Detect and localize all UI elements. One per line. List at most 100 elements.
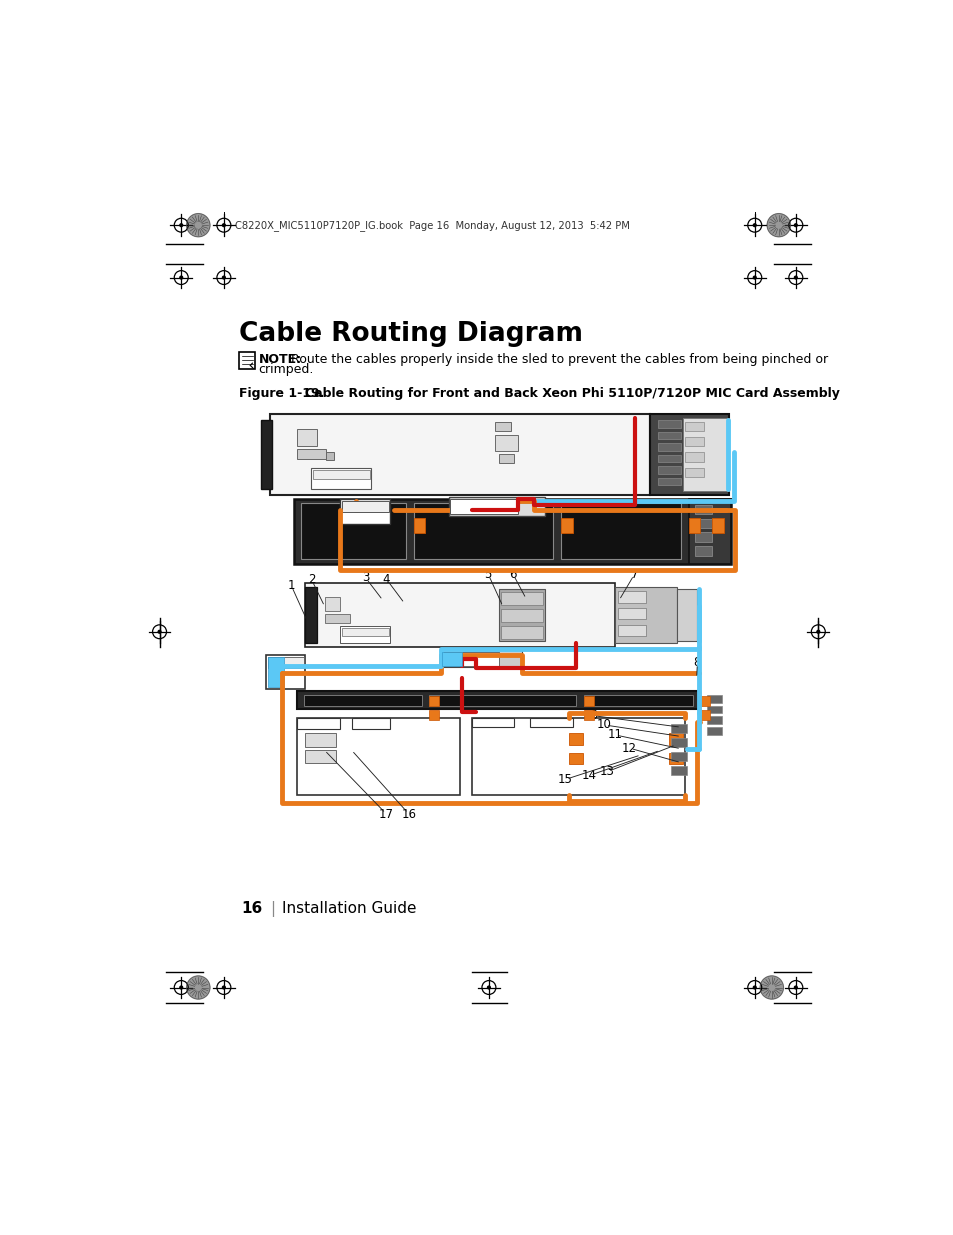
Bar bbox=[583, 695, 692, 705]
Circle shape bbox=[753, 224, 756, 226]
Bar bbox=[695, 546, 711, 556]
Bar bbox=[297, 450, 326, 458]
Text: Route the cables properly inside the sled to prevent the cables from being pinch: Route the cables properly inside the sle… bbox=[286, 353, 827, 366]
Bar bbox=[495, 421, 510, 431]
Bar bbox=[568, 752, 582, 764]
Bar bbox=[670, 752, 686, 761]
Bar bbox=[684, 421, 703, 431]
Bar bbox=[583, 710, 593, 720]
Text: 9: 9 bbox=[589, 709, 597, 722]
Bar bbox=[305, 751, 335, 763]
Bar bbox=[340, 499, 390, 524]
Bar bbox=[301, 503, 406, 559]
Circle shape bbox=[187, 976, 210, 999]
Bar bbox=[706, 716, 721, 724]
Bar bbox=[442, 652, 498, 666]
Bar bbox=[669, 752, 682, 764]
Bar bbox=[682, 417, 728, 490]
Bar bbox=[498, 589, 545, 641]
Text: 12: 12 bbox=[621, 741, 636, 755]
Bar bbox=[669, 734, 682, 745]
Bar bbox=[472, 718, 514, 727]
Bar bbox=[429, 710, 438, 720]
Bar bbox=[429, 695, 576, 705]
Circle shape bbox=[766, 214, 790, 237]
Bar bbox=[684, 452, 703, 462]
Circle shape bbox=[180, 986, 182, 989]
Bar bbox=[658, 443, 680, 451]
Text: 16: 16 bbox=[241, 902, 262, 916]
Bar bbox=[684, 437, 703, 446]
Bar bbox=[268, 657, 303, 668]
Bar bbox=[706, 695, 721, 703]
Bar bbox=[670, 724, 686, 734]
Bar bbox=[352, 718, 390, 729]
Bar bbox=[495, 436, 517, 451]
Circle shape bbox=[180, 224, 182, 226]
Circle shape bbox=[180, 277, 182, 279]
Bar bbox=[700, 710, 709, 720]
Text: 13: 13 bbox=[598, 766, 614, 778]
Bar bbox=[699, 692, 700, 709]
Bar bbox=[711, 517, 723, 534]
Text: 17: 17 bbox=[378, 808, 394, 821]
Bar bbox=[617, 608, 645, 620]
Circle shape bbox=[487, 986, 490, 989]
Circle shape bbox=[794, 224, 797, 226]
Bar bbox=[649, 414, 728, 495]
Bar bbox=[448, 496, 545, 516]
Bar bbox=[294, 499, 731, 564]
Bar bbox=[414, 517, 425, 534]
Bar bbox=[658, 420, 680, 427]
Text: 3: 3 bbox=[361, 572, 369, 584]
Bar bbox=[305, 734, 335, 747]
Bar bbox=[326, 452, 334, 461]
Bar bbox=[270, 414, 649, 495]
Text: Cable Routing for Front and Back Xeon Phi 5110P/7120P MIC Card Assembly: Cable Routing for Front and Back Xeon Ph… bbox=[305, 387, 840, 400]
Bar bbox=[658, 431, 680, 440]
Bar bbox=[688, 499, 731, 564]
Circle shape bbox=[158, 630, 161, 634]
Bar bbox=[442, 652, 461, 666]
Bar bbox=[568, 734, 582, 745]
Circle shape bbox=[753, 277, 756, 279]
Text: 11: 11 bbox=[607, 729, 622, 741]
Bar bbox=[706, 705, 721, 714]
Bar bbox=[684, 468, 703, 477]
Bar bbox=[266, 655, 305, 689]
Bar bbox=[688, 517, 700, 534]
Circle shape bbox=[794, 986, 797, 989]
Text: 2: 2 bbox=[308, 573, 314, 585]
Bar bbox=[340, 626, 390, 643]
Bar bbox=[450, 499, 517, 514]
Text: 16: 16 bbox=[401, 808, 416, 821]
Bar bbox=[414, 503, 553, 559]
Bar bbox=[313, 471, 369, 479]
Bar bbox=[305, 587, 316, 643]
Bar bbox=[303, 695, 421, 705]
Text: C8220X_MIC5110P7120P_IG.book  Page 16  Monday, August 12, 2013  5:42 PM: C8220X_MIC5110P7120P_IG.book Page 16 Mon… bbox=[235, 220, 630, 231]
Bar bbox=[498, 454, 514, 463]
Circle shape bbox=[187, 214, 210, 237]
Bar bbox=[472, 718, 684, 795]
Bar bbox=[440, 651, 521, 667]
Text: NOTE:: NOTE: bbox=[258, 353, 301, 366]
Bar bbox=[658, 466, 680, 474]
Text: 1: 1 bbox=[287, 579, 294, 592]
Circle shape bbox=[794, 277, 797, 279]
Bar bbox=[617, 625, 645, 636]
Bar bbox=[297, 718, 340, 729]
Text: 6: 6 bbox=[509, 568, 517, 580]
Bar bbox=[560, 503, 680, 559]
Bar bbox=[324, 614, 350, 622]
Text: 10: 10 bbox=[597, 719, 611, 731]
Circle shape bbox=[753, 986, 756, 989]
Bar bbox=[268, 657, 283, 687]
Bar bbox=[297, 718, 459, 795]
Bar bbox=[560, 517, 572, 534]
Bar bbox=[297, 430, 316, 446]
Bar bbox=[695, 532, 711, 542]
Bar bbox=[500, 609, 542, 621]
Bar bbox=[305, 583, 615, 647]
Bar bbox=[615, 587, 677, 643]
